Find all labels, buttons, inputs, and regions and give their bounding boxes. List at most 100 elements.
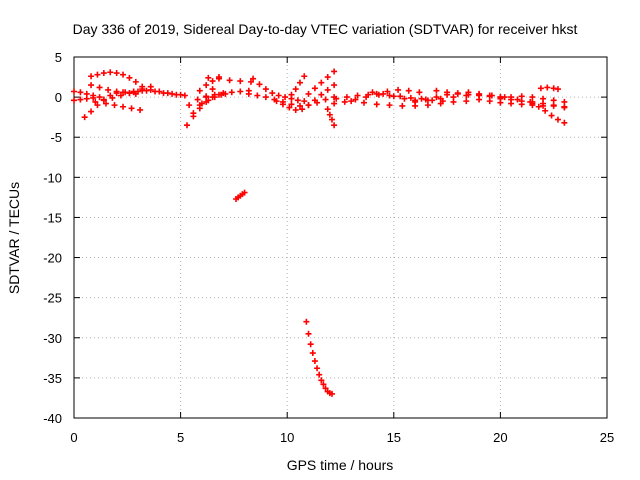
data-point (198, 100, 205, 107)
series-arc-u (333, 91, 446, 105)
x-tick-label: 10 (280, 430, 294, 445)
x-tick-label: 20 (493, 430, 507, 445)
x-tick-label: 5 (177, 430, 184, 445)
data-point (128, 105, 135, 112)
data-point (373, 90, 380, 97)
data-point (215, 75, 222, 82)
data-point (324, 86, 331, 93)
data-point (96, 94, 103, 101)
data-point (331, 122, 338, 129)
data-point (226, 77, 233, 84)
data-point (343, 94, 350, 101)
chart-title: Day 336 of 2019, Sidereal Day-to-day VTE… (73, 21, 578, 37)
data-point (279, 101, 286, 108)
series-arc-af (233, 189, 248, 202)
data-point (529, 100, 536, 107)
data-point (156, 88, 163, 95)
data-point (550, 85, 557, 92)
data-point (399, 102, 406, 109)
data-point (318, 91, 325, 98)
data-point (100, 70, 107, 77)
data-point (384, 88, 391, 95)
data-point (88, 82, 95, 89)
data-point (542, 107, 549, 114)
series-arc-w (348, 98, 470, 109)
data-point (282, 94, 289, 101)
data-point (77, 89, 84, 96)
y-tick-label: -30 (43, 331, 62, 346)
plot-frame (73, 56, 608, 419)
data-point (164, 90, 171, 97)
data-point (561, 104, 568, 111)
data-point (386, 102, 393, 109)
y-tick-label: 5 (55, 50, 62, 65)
data-point (292, 106, 299, 113)
data-point (314, 365, 321, 372)
data-point (262, 86, 269, 93)
data-point (324, 106, 331, 113)
data-point (324, 74, 331, 81)
data-point (322, 96, 329, 103)
y-tick-label: -5 (50, 130, 62, 145)
series-arc-m (205, 74, 254, 85)
data-point (288, 101, 295, 108)
data-point (273, 98, 280, 105)
y-axis-label: SDTVAR / TECUs (6, 182, 22, 294)
data-point (83, 95, 90, 102)
data-point (544, 84, 551, 91)
data-point (113, 70, 120, 77)
data-point (102, 100, 109, 107)
data-point (463, 98, 470, 105)
x-tick-label: 15 (387, 430, 401, 445)
data-point (348, 98, 355, 105)
data-point (126, 90, 133, 97)
data-point (88, 108, 95, 115)
data-point (296, 79, 303, 86)
data-point (88, 73, 95, 80)
data-point (328, 116, 335, 123)
data-point (454, 90, 461, 97)
data-point (354, 92, 361, 99)
data-point (205, 97, 212, 104)
series-arc-ae (537, 84, 561, 93)
data-point (113, 88, 120, 95)
data-point (316, 371, 323, 378)
data-point (550, 97, 557, 104)
data-point (169, 90, 176, 97)
series-arc-y (412, 91, 534, 105)
data-point (120, 103, 127, 110)
data-point (401, 95, 408, 102)
data-point (412, 98, 419, 105)
data-point (92, 98, 99, 105)
series-arc-g (102, 100, 144, 113)
data-point (397, 93, 404, 100)
y-tick-label: -10 (43, 170, 62, 185)
data-point (205, 74, 212, 81)
data-point (322, 385, 329, 392)
series-arc-r (288, 73, 308, 98)
data-point (554, 116, 561, 123)
data-point (120, 71, 127, 78)
data-point (311, 85, 318, 92)
y-tick-label: -20 (43, 251, 62, 266)
data-point (126, 74, 133, 81)
data-point (294, 97, 301, 104)
data-point (305, 102, 312, 109)
data-point (130, 89, 137, 96)
data-point (540, 95, 547, 102)
data-point (333, 95, 340, 102)
data-point (105, 86, 112, 93)
data-point (465, 91, 472, 98)
data-point (328, 390, 335, 397)
data-point (196, 87, 203, 94)
series-arc-ag (303, 318, 335, 397)
data-point (486, 98, 493, 105)
data-point (352, 96, 359, 103)
data-point (476, 96, 483, 103)
data-point (96, 84, 103, 91)
series-arc-ac (508, 93, 568, 105)
data-point (132, 78, 139, 85)
data-point (181, 92, 188, 99)
data-point (331, 82, 338, 89)
data-point (548, 112, 555, 119)
